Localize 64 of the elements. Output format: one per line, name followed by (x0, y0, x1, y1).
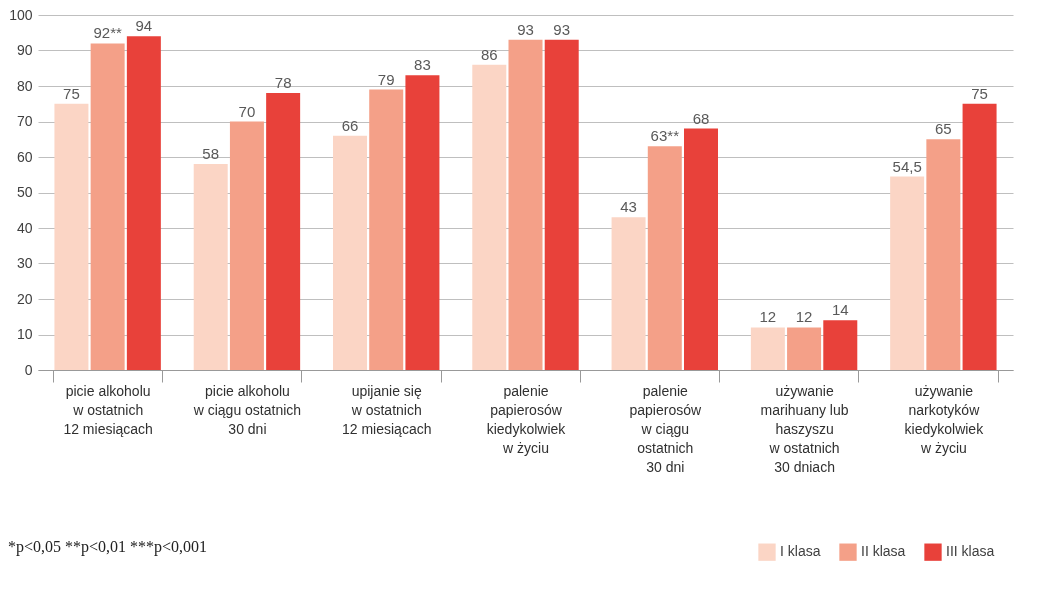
data-label: 58 (202, 145, 220, 163)
data-label: 92** (93, 24, 122, 42)
data-label: 68 (692, 109, 710, 127)
bar (962, 103, 997, 370)
data-label: 54,5 (892, 157, 922, 175)
legend-label: III klasa (946, 543, 995, 560)
bar (750, 327, 785, 370)
data-label: 12 (795, 308, 813, 326)
data-label: 78 (274, 74, 292, 92)
bar (405, 75, 440, 370)
bar (544, 39, 579, 370)
bar (229, 121, 264, 370)
y-tick-label: 0 (24, 361, 33, 378)
data-label: 75 (63, 84, 80, 102)
bar (611, 217, 646, 370)
bar (126, 36, 161, 370)
bar (369, 89, 404, 370)
bar (472, 64, 507, 370)
bar (647, 146, 682, 370)
x-tick-label: palenie papierosów w ciągu ostatnich 30 dni (629, 382, 702, 475)
x-tick-label: upijanie się w ostatnich 12 miesiącach (341, 382, 432, 437)
x-tick-label: picie alkoholu w ostatnich 12 miesiącach (63, 382, 153, 437)
data-label: 83 (414, 56, 431, 74)
data-label: 66 (341, 116, 359, 134)
x-tick-label: picie alkoholu w ciągu ostatnich 30 dni (192, 382, 302, 437)
data-label: 43 (620, 198, 637, 216)
y-tick-label: 80 (16, 77, 33, 94)
x-tick-label: palenie papierosów kiedykolwiek w życiu (486, 382, 567, 456)
bar (787, 327, 822, 370)
bar (333, 135, 367, 370)
y-tick-label: 70 (16, 113, 33, 129)
y-tick-label: 30 (16, 255, 33, 271)
data-label: 63** (650, 127, 680, 145)
bar (90, 43, 125, 370)
data-label: 86 (480, 45, 498, 63)
text: *p<0,05 **p<0,01 ***p<0,001 (8, 538, 208, 556)
bar (890, 176, 925, 370)
bar (926, 139, 961, 370)
x-tick-label: używanie narkotyków kiedykolwiek w życiu (904, 382, 985, 456)
data-label: 70 (238, 102, 256, 120)
bar (508, 39, 543, 370)
data-label: 65 (935, 120, 952, 138)
data-label: 93 (553, 20, 571, 38)
y-tick-label: 90 (16, 42, 33, 58)
y-tick-label: 50 (16, 184, 33, 200)
bar (193, 164, 228, 370)
bar (823, 320, 858, 370)
bar (54, 103, 89, 370)
y-tick-label: 60 (16, 148, 33, 165)
data-label: 14 (831, 301, 849, 319)
data-label: 75 (971, 84, 988, 102)
data-label: 93 (517, 20, 534, 38)
data-label: 12 (759, 308, 777, 326)
y-tick-label: 40 (16, 219, 33, 236)
y-tick-label: 100 (9, 6, 33, 23)
y-tick-label: 10 (16, 326, 33, 342)
bar (266, 93, 301, 370)
legend-label: II klasa (861, 543, 906, 560)
legend-label: I klasa (780, 543, 821, 560)
data-label: 79 (377, 70, 395, 88)
bar (684, 128, 718, 370)
y-tick-label: 20 (16, 290, 33, 307)
data-label: 94 (135, 17, 153, 35)
x-tick-label: używanie marihuany lub haszyszu w ostatnich 30 dniach (760, 382, 849, 475)
